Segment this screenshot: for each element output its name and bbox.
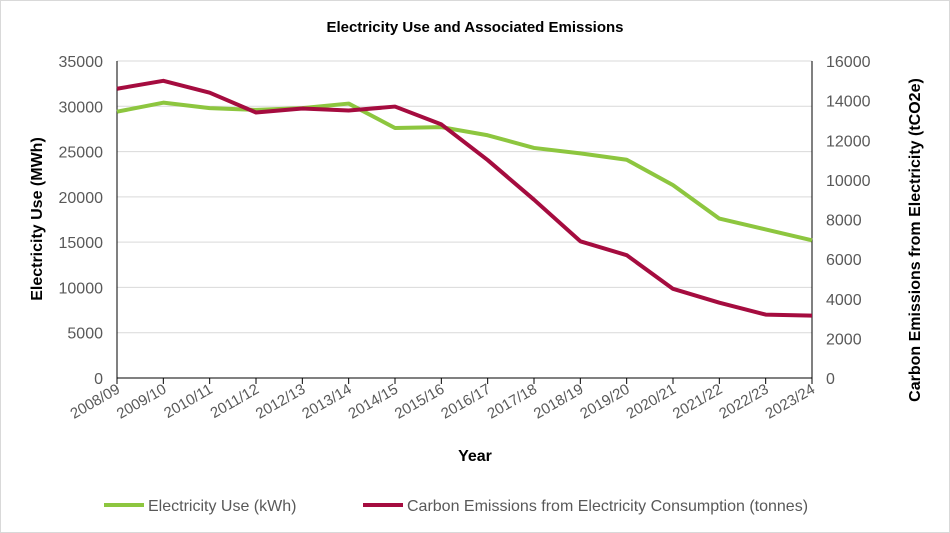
legend-label: Electricity Use (kWh) — [148, 498, 296, 515]
y2-tick-label: 14000 — [826, 94, 871, 111]
y-tick-label: 20000 — [59, 190, 104, 207]
legend-label: Carbon Emissions from Electricity Consum… — [407, 498, 808, 515]
x-tick-label: 2021/22 — [670, 381, 725, 423]
x-tick-label: 2023/24 — [763, 381, 818, 423]
y2-tick-label: 10000 — [826, 173, 871, 190]
x-tick-label: 2009/10 — [114, 381, 169, 423]
y2-tick-label: 2000 — [826, 331, 862, 348]
y-tick-label: 35000 — [59, 54, 104, 71]
y-tick-label: 15000 — [59, 235, 104, 252]
x-tick-label: 2019/20 — [577, 381, 632, 423]
y-tick-label: 25000 — [59, 145, 104, 162]
series-line-1 — [116, 100, 813, 243]
y-tick-label: 30000 — [59, 99, 104, 116]
x-tick-label: 2018/19 — [531, 381, 586, 423]
y-axis-title: Electricity Use (MWh) — [29, 137, 46, 301]
x-tick-label: 2017/18 — [485, 381, 540, 423]
x-tick-label: 2013/14 — [299, 381, 354, 423]
y2-tick-label: 4000 — [826, 292, 862, 309]
y2-axis-title: Carbon Emissions from Electricity (tCO2e… — [907, 78, 924, 402]
x-tick-label: 2010/11 — [161, 381, 215, 422]
x-tick-label: 2012/13 — [253, 381, 308, 423]
x-tick-label: 2015/16 — [392, 381, 447, 423]
y-tick-label: 5000 — [67, 326, 103, 343]
y-tick-label: 10000 — [59, 280, 104, 297]
chart-title: Electricity Use and Associated Emissions — [326, 19, 623, 36]
y2-tick-label: 8000 — [826, 213, 862, 230]
y2-tick-label: 0 — [826, 371, 835, 388]
x-tick-label: 2020/21 — [624, 381, 679, 423]
x-tick-label: 2014/15 — [346, 381, 401, 423]
x-tick-label: 2016/17 — [438, 381, 493, 423]
y2-tick-label: 16000 — [826, 54, 871, 71]
y2-tick-label: 6000 — [826, 252, 862, 269]
x-tick-label: 2022/23 — [716, 381, 771, 423]
y2-tick-label: 12000 — [826, 133, 871, 150]
y-tick-label: 0 — [94, 371, 103, 388]
series-line-2 — [116, 78, 813, 318]
x-tick-label: 2011/12 — [208, 381, 262, 422]
x-axis-title: Year — [458, 448, 492, 465]
